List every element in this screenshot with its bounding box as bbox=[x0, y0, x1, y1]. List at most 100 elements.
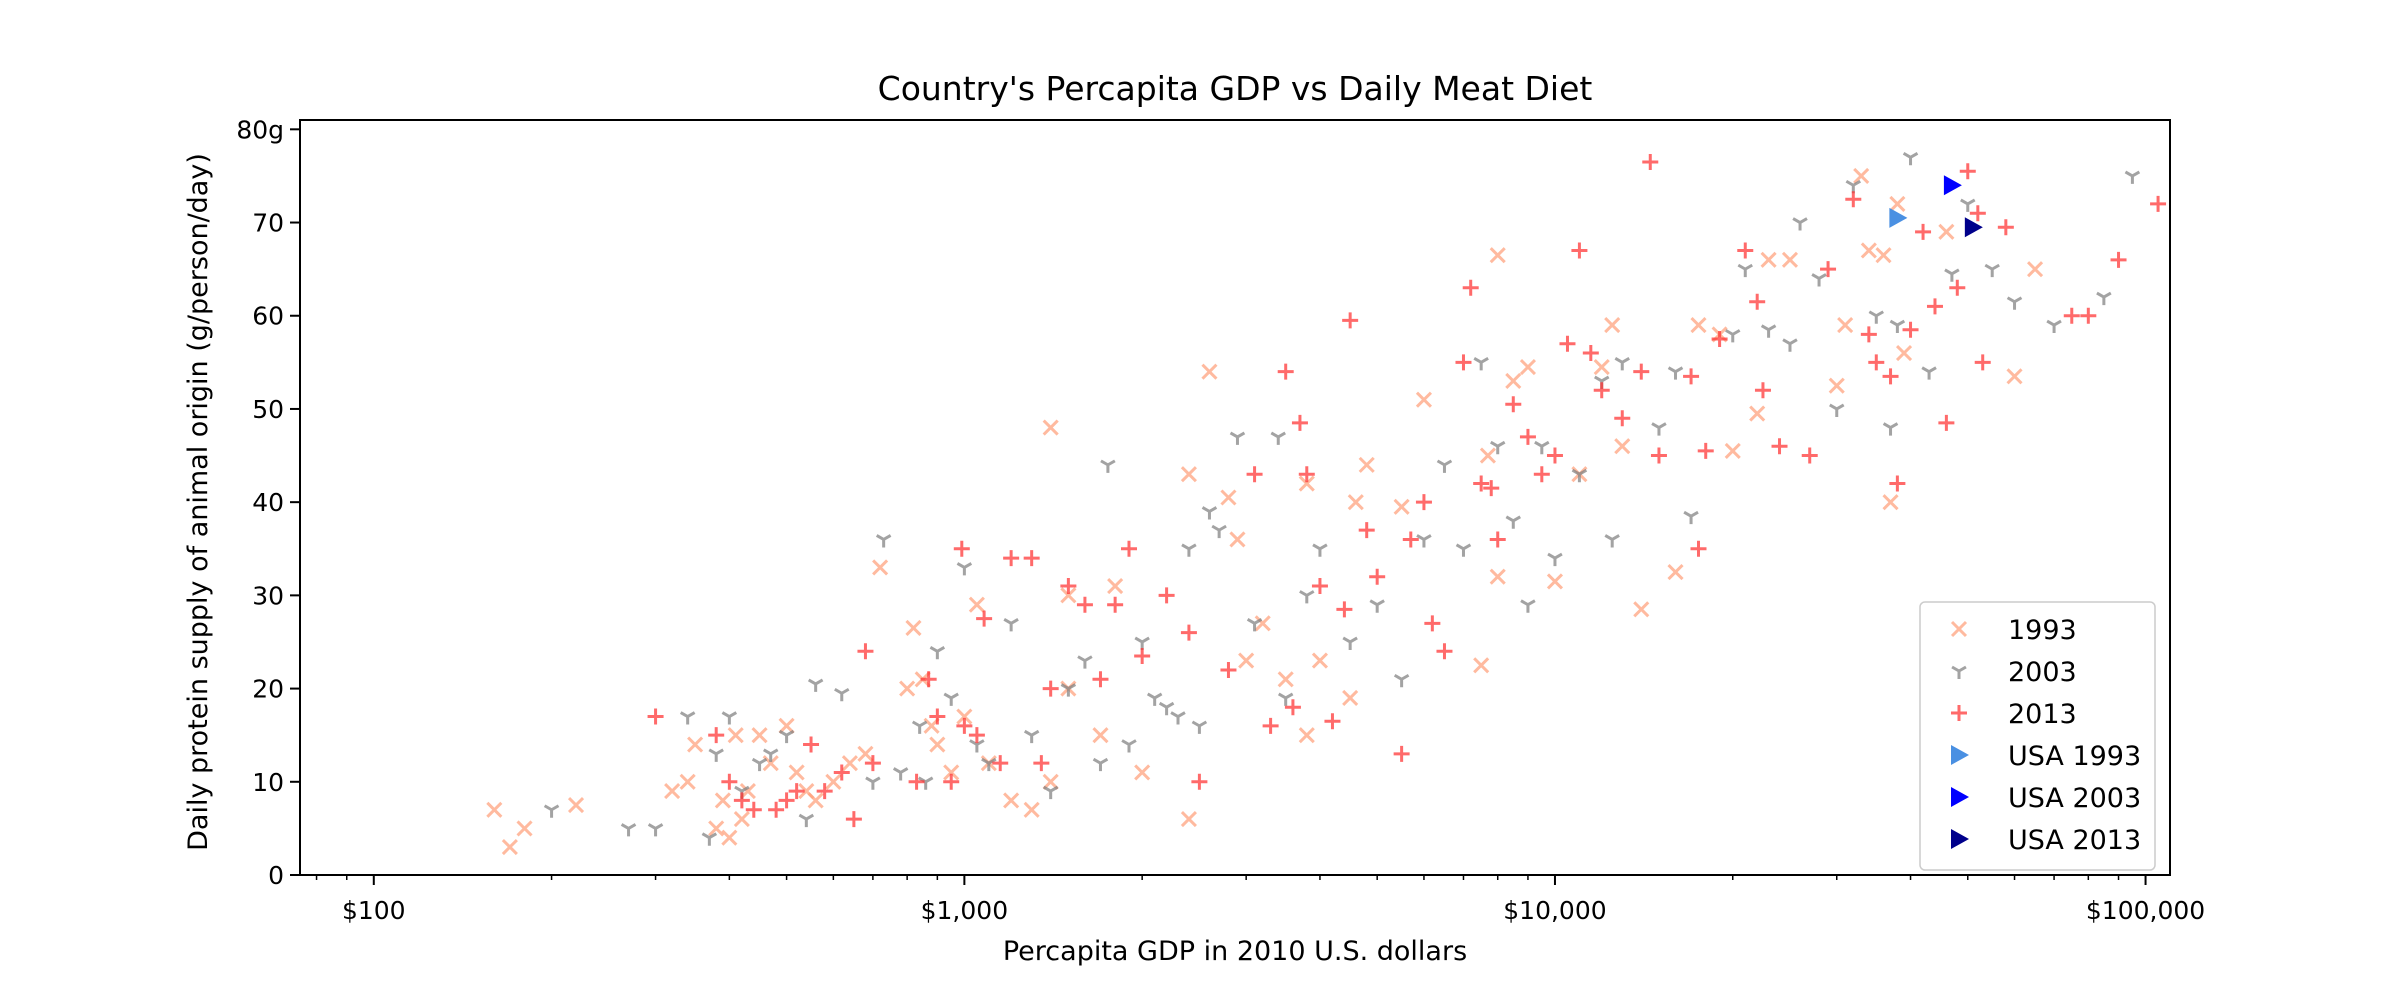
x-axis-title: Percapita GDP in 2010 U.S. dollars bbox=[1003, 936, 1467, 967]
data-point bbox=[1667, 366, 1684, 380]
y-tick-label: 0 bbox=[268, 861, 284, 890]
data-point bbox=[1092, 671, 1109, 688]
data-point bbox=[1312, 543, 1328, 557]
data-point bbox=[1604, 317, 1621, 334]
data-point bbox=[1546, 573, 1564, 590]
y-axis-title: Daily protein supply of animal origin (g… bbox=[183, 153, 214, 851]
data-point bbox=[1473, 657, 1490, 674]
data-point bbox=[1180, 466, 1197, 483]
data-point bbox=[1547, 552, 1563, 567]
data-point bbox=[1882, 368, 1899, 385]
data-point bbox=[1436, 459, 1453, 473]
data-point bbox=[1393, 745, 1410, 762]
data-point bbox=[1889, 475, 1906, 492]
data-point bbox=[1107, 577, 1124, 595]
data-point bbox=[929, 736, 946, 753]
data-point bbox=[1298, 466, 1315, 483]
data-point bbox=[1238, 652, 1255, 669]
data-point bbox=[1311, 652, 1329, 669]
data-point bbox=[751, 757, 768, 772]
data-point bbox=[1277, 692, 1294, 706]
data-point bbox=[1944, 268, 1960, 282]
data-point bbox=[2124, 170, 2141, 184]
data-point bbox=[1262, 717, 1279, 734]
data-point bbox=[1342, 689, 1359, 706]
data-point bbox=[968, 596, 985, 613]
data-point bbox=[1107, 596, 1124, 613]
data-point bbox=[1311, 578, 1328, 595]
data-point bbox=[1571, 468, 1588, 483]
data-point bbox=[1593, 358, 1610, 376]
data-point bbox=[1650, 447, 1667, 464]
data-point bbox=[516, 820, 533, 837]
data-point bbox=[1614, 410, 1631, 427]
data-point bbox=[1505, 396, 1522, 413]
data-point bbox=[1520, 599, 1536, 613]
data-point bbox=[1201, 506, 1218, 520]
y-axis-ticks: 0 10 20 30 40 50 60 70 80g bbox=[236, 115, 300, 890]
data-point bbox=[1889, 195, 1906, 212]
data-point bbox=[1546, 447, 1563, 464]
data-point bbox=[1455, 543, 1472, 557]
data-point bbox=[721, 829, 738, 846]
data-point bbox=[981, 757, 997, 772]
data-point bbox=[1342, 636, 1358, 650]
data-point bbox=[1505, 515, 1521, 529]
y-tick-label: 20 bbox=[252, 675, 284, 704]
data-point bbox=[834, 687, 850, 702]
data-point bbox=[943, 692, 959, 706]
data-point bbox=[1483, 480, 1500, 497]
data-point bbox=[1754, 382, 1771, 399]
data-point bbox=[2080, 307, 2097, 324]
data-point bbox=[1270, 431, 1286, 445]
data-point bbox=[1683, 510, 1699, 525]
data-point bbox=[807, 678, 824, 692]
data-point bbox=[1782, 338, 1798, 352]
data-point bbox=[816, 783, 833, 800]
data-point bbox=[778, 717, 795, 734]
data-point bbox=[543, 804, 560, 818]
legend-label: 2003 bbox=[2008, 657, 2077, 688]
data-point bbox=[1023, 801, 1040, 818]
data-point bbox=[865, 776, 881, 790]
data-point bbox=[1393, 673, 1410, 688]
data-point bbox=[1667, 564, 1684, 581]
y-tick-label: 80g bbox=[236, 115, 284, 144]
data-point bbox=[1254, 615, 1271, 632]
data-point bbox=[1023, 550, 1040, 567]
data-point bbox=[501, 838, 518, 856]
chart-title: Country's Percapita GDP vs Daily Meat Di… bbox=[878, 69, 1593, 108]
data-point bbox=[708, 727, 725, 744]
data-point bbox=[1845, 191, 1862, 208]
data-point bbox=[751, 727, 768, 744]
data-point bbox=[1949, 279, 1966, 296]
data-point bbox=[864, 755, 881, 772]
data-point bbox=[1277, 671, 1294, 688]
data-point bbox=[1760, 324, 1777, 338]
data-point bbox=[1895, 344, 1913, 362]
data-point bbox=[1291, 414, 1308, 431]
legend-label: USA 2013 bbox=[2008, 825, 2141, 856]
data-point bbox=[1473, 475, 1490, 492]
data-point bbox=[679, 773, 696, 790]
legend-marker bbox=[1951, 745, 1969, 765]
data-point bbox=[872, 559, 889, 576]
data-point bbox=[745, 801, 762, 818]
y-tick-label: 70 bbox=[252, 209, 284, 238]
data-point bbox=[1246, 466, 1263, 483]
data-point bbox=[1882, 422, 1899, 436]
data-point bbox=[1284, 699, 1301, 716]
data-point bbox=[788, 764, 805, 781]
data-point bbox=[956, 717, 973, 734]
data-point bbox=[1771, 438, 1788, 455]
data-point bbox=[2063, 307, 2080, 324]
data-point bbox=[708, 748, 724, 762]
data-point bbox=[1436, 643, 1453, 660]
data-point bbox=[1604, 534, 1620, 548]
data-point bbox=[1298, 475, 1315, 492]
data-point bbox=[1633, 601, 1650, 618]
data-point bbox=[1489, 568, 1506, 585]
data-point bbox=[768, 801, 785, 818]
data-point bbox=[833, 764, 850, 781]
data-point bbox=[1358, 522, 1375, 539]
